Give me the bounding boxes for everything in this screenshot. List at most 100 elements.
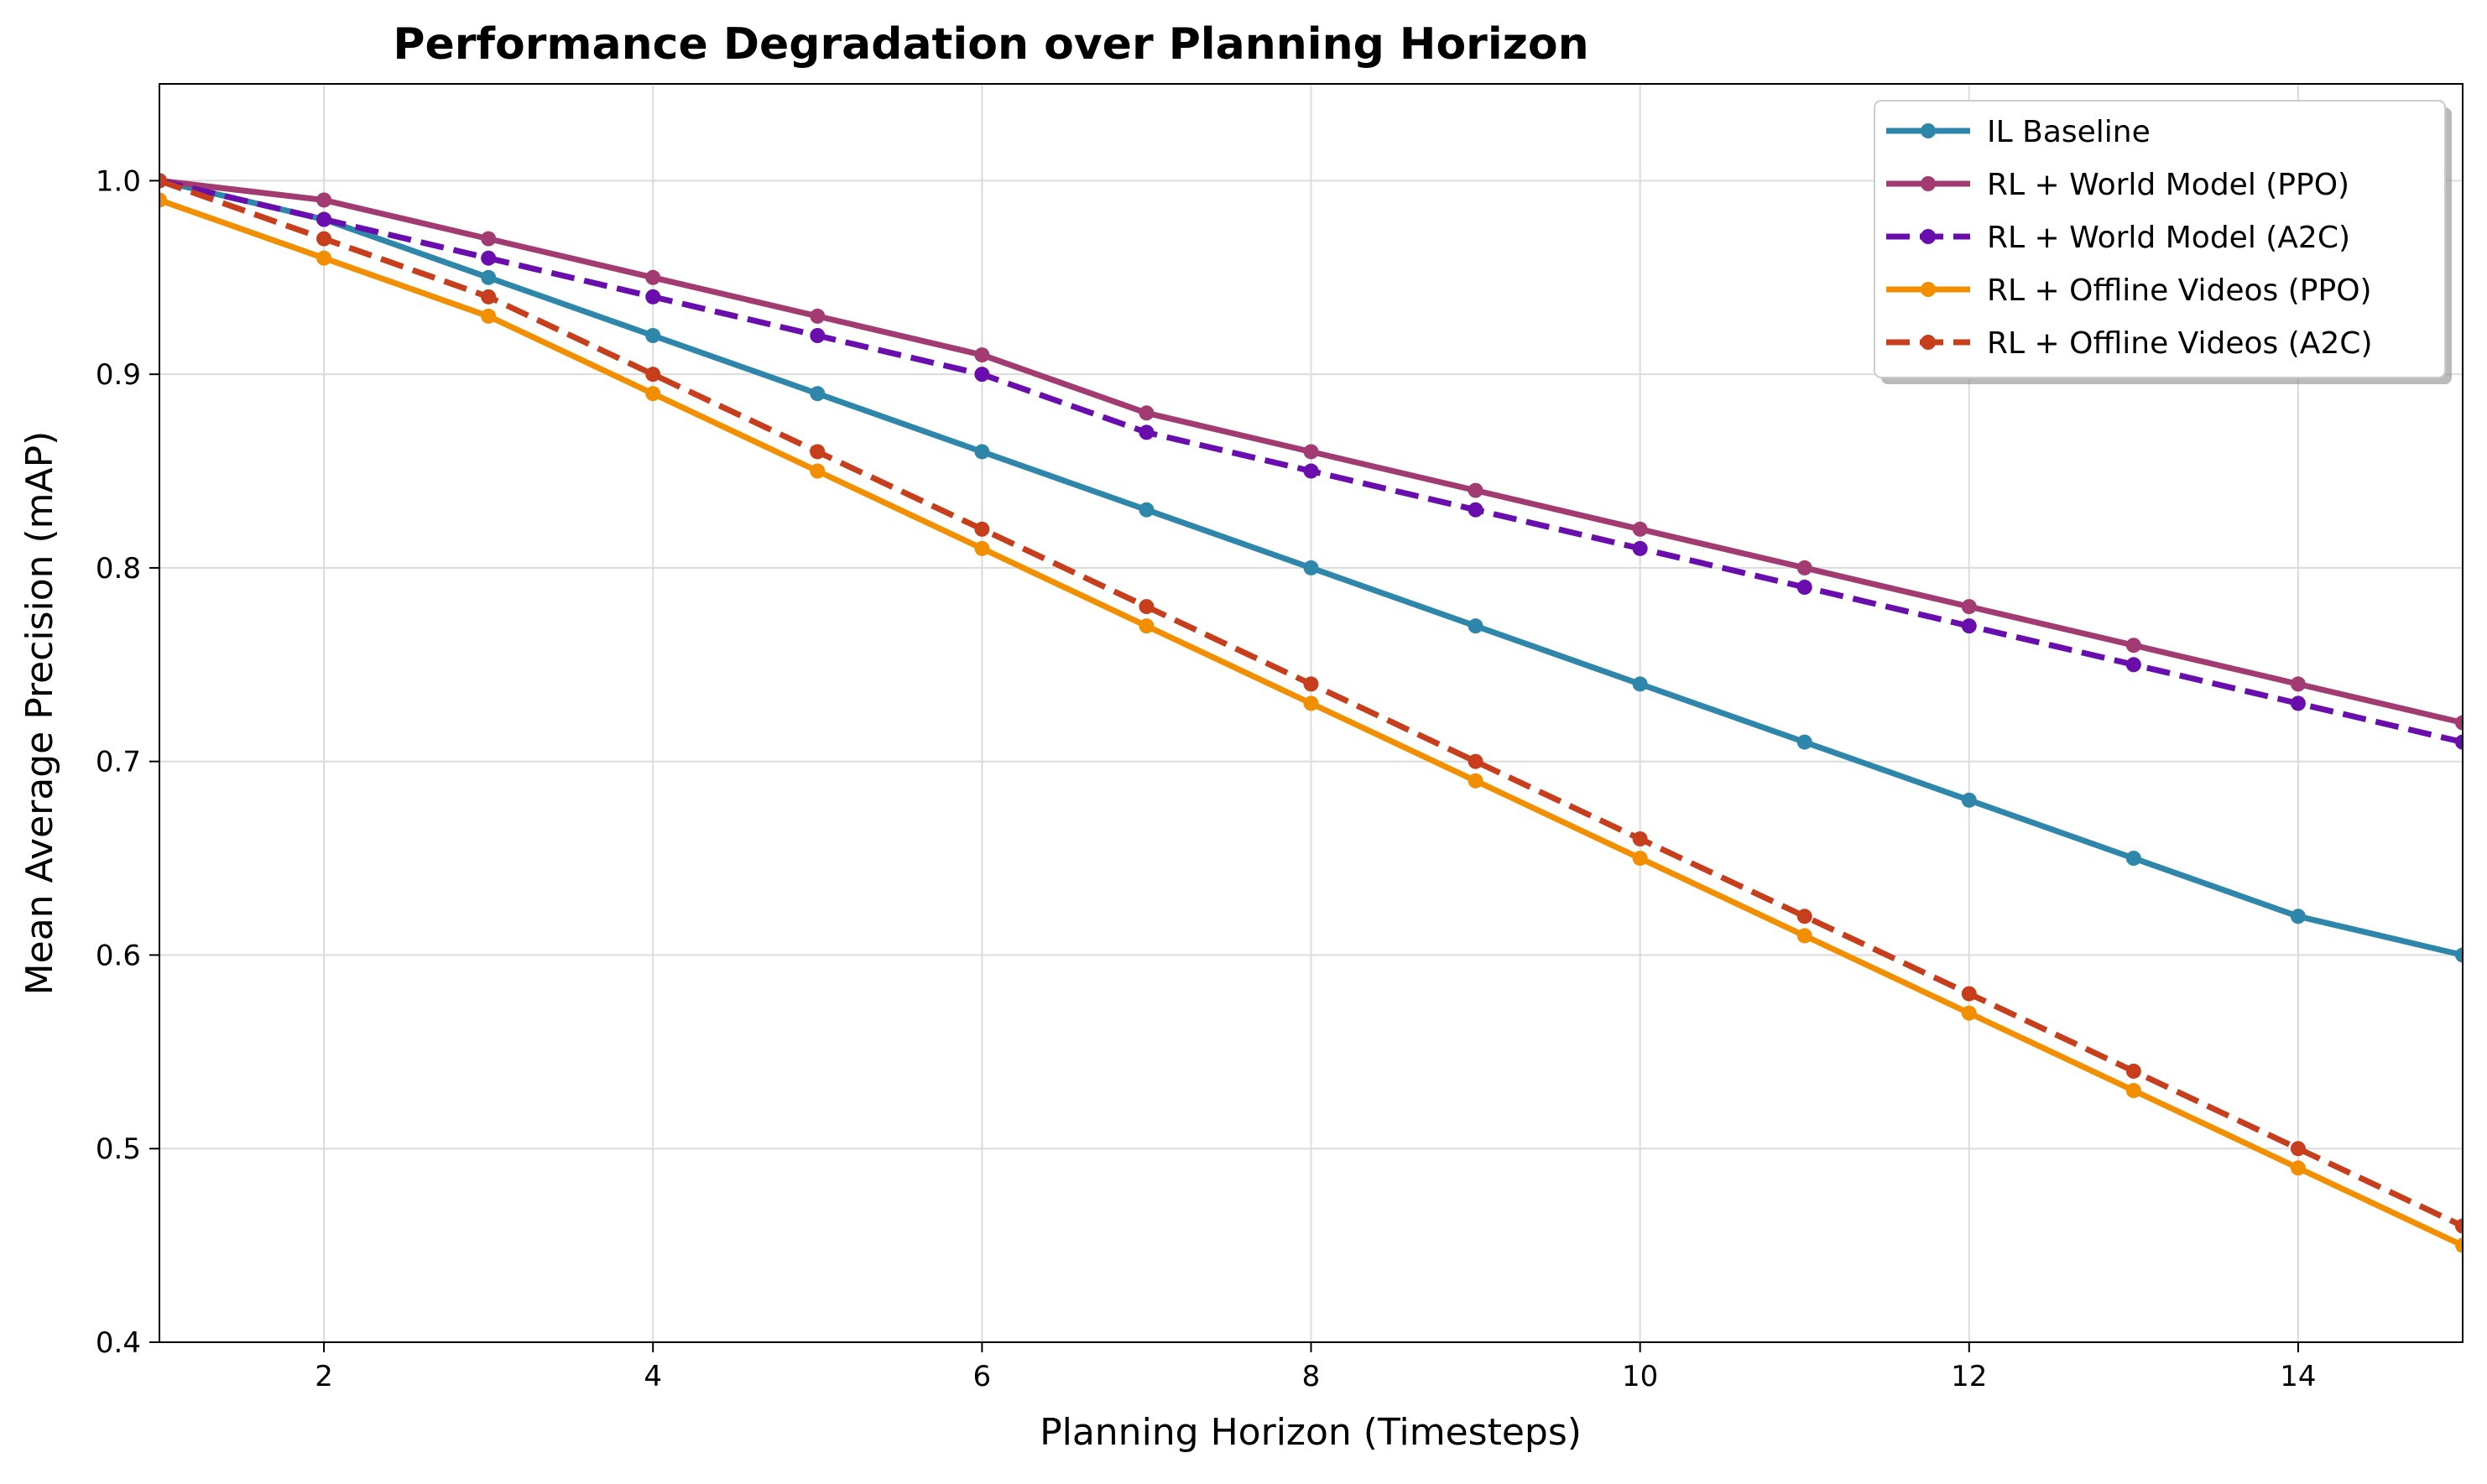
data-point xyxy=(2455,947,2463,963)
data-point xyxy=(1468,773,1483,789)
legend-marker xyxy=(1921,335,1936,350)
y-axis-label: Mean Average Precision (mAP) xyxy=(18,431,61,996)
legend-marker xyxy=(1921,123,1936,138)
legend-marker xyxy=(1921,282,1936,297)
chart-title: Performance Degradation over Planning Ho… xyxy=(393,19,1588,70)
data-point xyxy=(1139,599,1155,615)
data-point xyxy=(645,328,661,343)
data-point xyxy=(645,289,661,305)
data-point xyxy=(1796,909,1812,924)
legend-label: IL Baseline xyxy=(1987,115,2151,149)
data-point xyxy=(645,386,661,402)
data-point xyxy=(810,328,826,343)
data-point xyxy=(1796,734,1812,750)
data-point xyxy=(2290,1160,2306,1176)
data-point xyxy=(2125,657,2141,673)
legend: IL Baseline RL + World Model (PPO) RL + Wo… xyxy=(1874,100,2452,384)
data-point xyxy=(1303,695,1319,711)
legend-label: RL + Offline Videos (PPO) xyxy=(1987,273,2372,308)
data-point xyxy=(316,211,332,227)
data-point xyxy=(2455,715,2463,731)
x-tick-label: 10 xyxy=(1622,1360,1658,1393)
data-point xyxy=(1468,502,1483,518)
data-point xyxy=(810,386,826,402)
data-point xyxy=(1961,792,1977,808)
x-tick-label: 14 xyxy=(2280,1360,2316,1393)
data-point xyxy=(974,444,990,460)
y-tick-label: 0.6 xyxy=(96,939,141,972)
data-point xyxy=(1961,986,1977,1002)
x-tick-label: 6 xyxy=(973,1360,992,1393)
data-point xyxy=(810,308,826,324)
data-point xyxy=(1632,521,1648,537)
data-point xyxy=(316,231,332,247)
data-point xyxy=(1961,1005,1977,1021)
series-5 xyxy=(159,173,2463,1234)
data-point xyxy=(2455,734,2463,750)
data-point xyxy=(2290,676,2306,692)
series-1 xyxy=(159,173,2463,963)
legend-marker xyxy=(1921,229,1936,244)
data-point xyxy=(2125,1063,2141,1079)
data-point xyxy=(645,367,661,383)
data-point xyxy=(481,250,497,266)
data-point xyxy=(810,463,826,479)
legend-marker xyxy=(1921,176,1936,191)
data-point xyxy=(1303,560,1319,575)
data-point xyxy=(316,192,332,208)
legend-box xyxy=(1874,100,2446,378)
data-point xyxy=(2455,1218,2463,1234)
data-point xyxy=(2290,909,2306,924)
data-point xyxy=(316,250,332,266)
data-point xyxy=(1632,831,1648,846)
x-tick-label: 8 xyxy=(1302,1360,1321,1393)
data-point xyxy=(1468,618,1483,634)
data-point xyxy=(1139,618,1155,634)
legend-item: RL + World Model (PPO) xyxy=(1886,168,2349,202)
data-point xyxy=(1632,851,1648,867)
data-point xyxy=(159,173,167,189)
data-point xyxy=(1468,753,1483,769)
data-point xyxy=(974,521,990,537)
y-tick-label: 0.5 xyxy=(96,1133,141,1166)
data-point xyxy=(1468,482,1483,498)
y-tick-label: 0.8 xyxy=(96,552,141,586)
data-point xyxy=(1796,928,1812,944)
data-point xyxy=(1139,424,1155,440)
data-point xyxy=(1632,540,1648,556)
data-point xyxy=(1303,463,1319,479)
data-point xyxy=(974,540,990,556)
x-axis-label: Planning Horizon (Timesteps) xyxy=(1040,1411,1582,1454)
axis-ticks: 2 4 6 8 10 12 14 0.4 0.5 0.6 0.7 0.8 0.9 1.0 xyxy=(96,164,2317,1393)
legend-item: IL Baseline xyxy=(1886,115,2151,149)
legend-label: RL + World Model (PPO) xyxy=(1987,168,2349,202)
data-point xyxy=(481,289,497,305)
legend-item: RL + World Model (A2C) xyxy=(1886,221,2350,255)
data-point xyxy=(481,231,497,247)
x-tick-label: 2 xyxy=(315,1360,333,1393)
data-point xyxy=(1796,560,1812,575)
series-4 xyxy=(159,192,2463,1253)
data-point xyxy=(1139,405,1155,421)
data-point xyxy=(810,444,826,460)
legend-item: RL + Offline Videos (A2C) xyxy=(1886,326,2373,361)
data-point xyxy=(645,269,661,285)
data-point xyxy=(2125,851,2141,867)
data-point xyxy=(974,347,990,363)
data-point xyxy=(2125,638,2141,653)
data-point xyxy=(1139,502,1155,518)
data-point xyxy=(974,367,990,383)
data-point xyxy=(2290,695,2306,711)
y-tick-label: 0.7 xyxy=(96,746,141,779)
data-point xyxy=(2125,1083,2141,1098)
data-point xyxy=(2290,1141,2306,1157)
data-point xyxy=(1796,580,1812,595)
legend-item: RL + Offline Videos (PPO) xyxy=(1886,273,2372,308)
y-tick-label: 1.0 xyxy=(96,164,141,198)
data-point xyxy=(1303,444,1319,460)
series-layer xyxy=(159,173,2463,1253)
y-tick-label: 0.9 xyxy=(96,358,141,392)
y-tick-label: 0.4 xyxy=(96,1326,141,1360)
